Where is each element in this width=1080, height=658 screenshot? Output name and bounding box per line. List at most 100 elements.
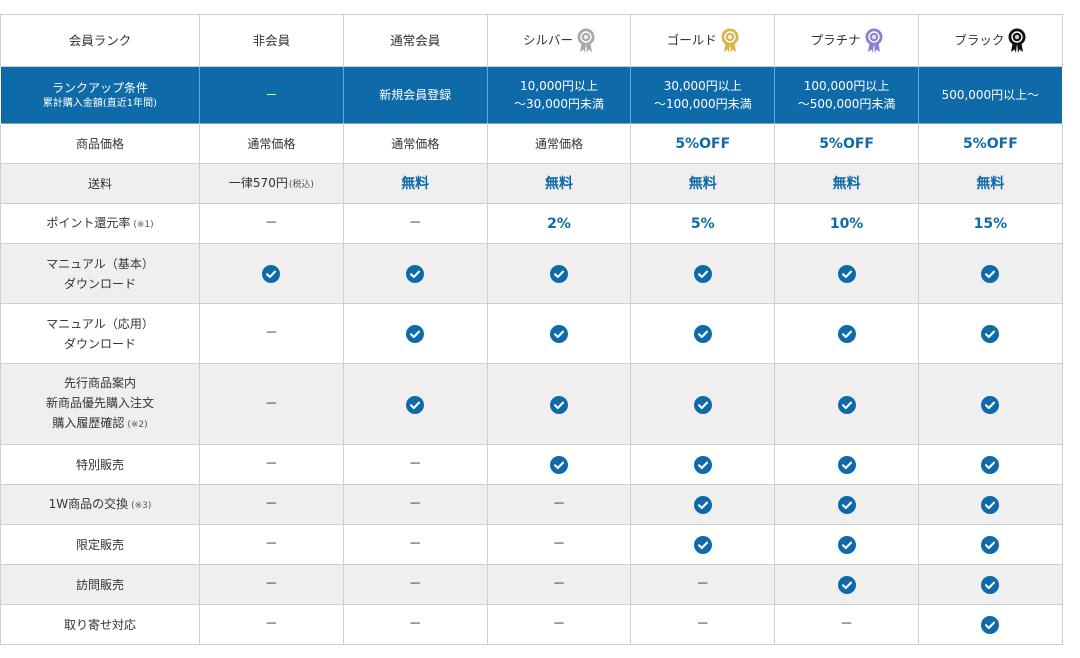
feature-label-text: マニュアル（応用） <box>46 316 154 331</box>
feature-cell-not-included: － <box>199 564 344 605</box>
feature-cell-not-included: － <box>342 604 488 645</box>
rank-up-cell: 30,000円以上 ～100,000円未満 <box>630 66 776 124</box>
table-header-row: 会員ランク 非会員 通常会員 シルバー ゴールド プラチナ ブラック <box>0 14 1063 67</box>
footnote-ref: (※1) <box>133 219 154 230</box>
feature-row: ポイント還元率 (※1) － － 2% 5% 10% 15% <box>0 203 1063 244</box>
feature-label-cell: 商品価格 <box>0 123 200 164</box>
check-circle-icon <box>549 325 568 343</box>
check-circle-icon <box>837 325 856 343</box>
rank-up-cell: 500,000円以上～ <box>917 66 1063 124</box>
dash-mark: － <box>264 457 278 472</box>
feature-cell-not-included: － <box>774 604 919 645</box>
feature-value: 一律570円 <box>228 175 288 190</box>
black-medal-icon <box>1008 28 1026 54</box>
footnote-ref: (※3) <box>131 500 152 511</box>
feature-cell-value: 無料 <box>486 163 632 204</box>
check-circle-icon <box>693 395 712 414</box>
check-circle-icon <box>837 395 856 414</box>
header-col-2: シルバー <box>486 14 632 67</box>
feature-row: 訪問販売 － － － － <box>0 564 1063 605</box>
feature-value: 無料 <box>688 175 717 192</box>
check-circle-icon <box>262 265 281 283</box>
dash-mark: － <box>552 577 566 592</box>
rank-up-condition-text: 500,000円以上～ <box>941 88 1040 102</box>
check-circle-icon <box>549 265 568 283</box>
feature-row: 先行商品案内 新商品優先購入注文 購入履歴確認 (※2) － <box>0 363 1063 445</box>
feature-cell-not-included: － <box>199 484 344 525</box>
check-circle-icon <box>693 265 712 283</box>
dash-mark: － <box>408 216 422 231</box>
feature-cell-included <box>774 303 919 364</box>
header-col-3: ゴールド <box>630 14 776 67</box>
membership-rank-table: 会員ランク 非会員 通常会員 シルバー ゴールド プラチナ ブラック ランクアッ… <box>0 14 1063 645</box>
feature-cell-included <box>630 444 776 485</box>
feature-cell-not-included: － <box>486 604 632 645</box>
feature-cell-not-included: － <box>199 524 344 565</box>
dash-mark: － <box>264 216 278 231</box>
feature-label: 送料 <box>5 174 195 194</box>
feature-label-text: 取り寄せ対応 <box>63 617 136 632</box>
feature-cell-value: 無料 <box>917 163 1063 204</box>
feature-label: 商品価格 <box>5 134 195 154</box>
rank-up-cell: － <box>199 66 344 124</box>
feature-label-cell: ポイント還元率 (※1) <box>0 203 200 244</box>
header-col-label: 通常会員 <box>390 32 441 48</box>
rank-up-condition-text: ～100,000円未満 <box>653 97 752 111</box>
feature-cell-included <box>774 524 919 565</box>
feature-row: 送料 一律570円(税込) 無料 無料 無料 無料 無料 <box>0 163 1063 204</box>
header-col-5: ブラック <box>917 14 1063 67</box>
dash-mark: － <box>696 617 710 632</box>
check-circle-icon <box>693 325 712 343</box>
feature-cell-not-included: － <box>199 444 344 485</box>
rank-up-condition-text: 30,000円以上 <box>663 79 742 93</box>
header-col-4: プラチナ <box>774 14 919 67</box>
feature-cell-not-included: － <box>630 564 776 605</box>
rank-up-label-cell: ランクアップ条件 累計購入金額(直近1年間) <box>0 66 200 124</box>
feature-cell-included <box>774 444 919 485</box>
rank-up-condition-text: ～30,000円未満 <box>513 97 604 111</box>
feature-cell-included <box>774 564 919 605</box>
feature-label-text: 新商品優先購入注文 <box>45 396 154 410</box>
feature-cell-included <box>917 524 1063 565</box>
feature-label: ダウンロード <box>5 274 195 294</box>
feature-label-cell: 特別販売 <box>0 444 200 485</box>
header-col-label: シルバー <box>522 32 573 47</box>
check-circle-icon <box>837 265 856 283</box>
feature-cell-not-included: － <box>342 484 488 525</box>
dash-mark: － <box>264 396 278 412</box>
feature-label-text: 商品価格 <box>75 136 124 151</box>
dash-mark: － <box>552 617 566 632</box>
feature-row: マニュアル（基本） ダウンロード <box>0 243 1063 304</box>
feature-cell-not-included: － <box>486 484 632 525</box>
feature-cell-value: 2% <box>486 203 632 244</box>
feature-cell-value: 無料 <box>630 163 776 204</box>
feature-cell-not-included: － <box>199 604 344 645</box>
feature-label: マニュアル（応用） <box>5 314 195 334</box>
feature-label-cell: 送料 <box>0 163 200 204</box>
check-circle-icon <box>549 395 568 414</box>
feature-row: 特別販売 － － <box>0 444 1063 485</box>
rank-up-cell: 新規会員登録 <box>342 66 488 124</box>
feature-cell-included <box>917 363 1063 445</box>
feature-cell-included <box>774 363 919 445</box>
silver-medal-icon <box>577 28 595 54</box>
feature-label-text: 先行商品案内 <box>63 376 136 390</box>
feature-cell-included <box>774 484 919 525</box>
feature-cell-included <box>342 303 488 364</box>
dash-mark: － <box>408 457 422 472</box>
feature-cell-value: 通常価格 <box>199 123 344 164</box>
feature-label-text: ポイント還元率 <box>46 215 131 230</box>
feature-value: 通常価格 <box>534 136 583 151</box>
feature-label-text: ダウンロード <box>63 276 136 291</box>
check-circle-icon <box>837 576 856 594</box>
feature-label: ポイント還元率 (※1) <box>5 213 195 235</box>
feature-cell-included <box>630 524 776 565</box>
feature-cell-value: 通常価格 <box>486 123 632 164</box>
rank-up-condition-row: ランクアップ条件 累計購入金額(直近1年間) － 新規会員登録 10,000円以上 ～… <box>0 66 1063 124</box>
feature-cell-not-included: － <box>630 604 776 645</box>
header-col-label: ブラック <box>954 32 1005 47</box>
dash-mark: － <box>264 577 278 592</box>
dash-mark: － <box>408 537 422 552</box>
header-rank-label: 会員ランク <box>0 14 200 67</box>
feature-cell-included <box>630 484 776 525</box>
